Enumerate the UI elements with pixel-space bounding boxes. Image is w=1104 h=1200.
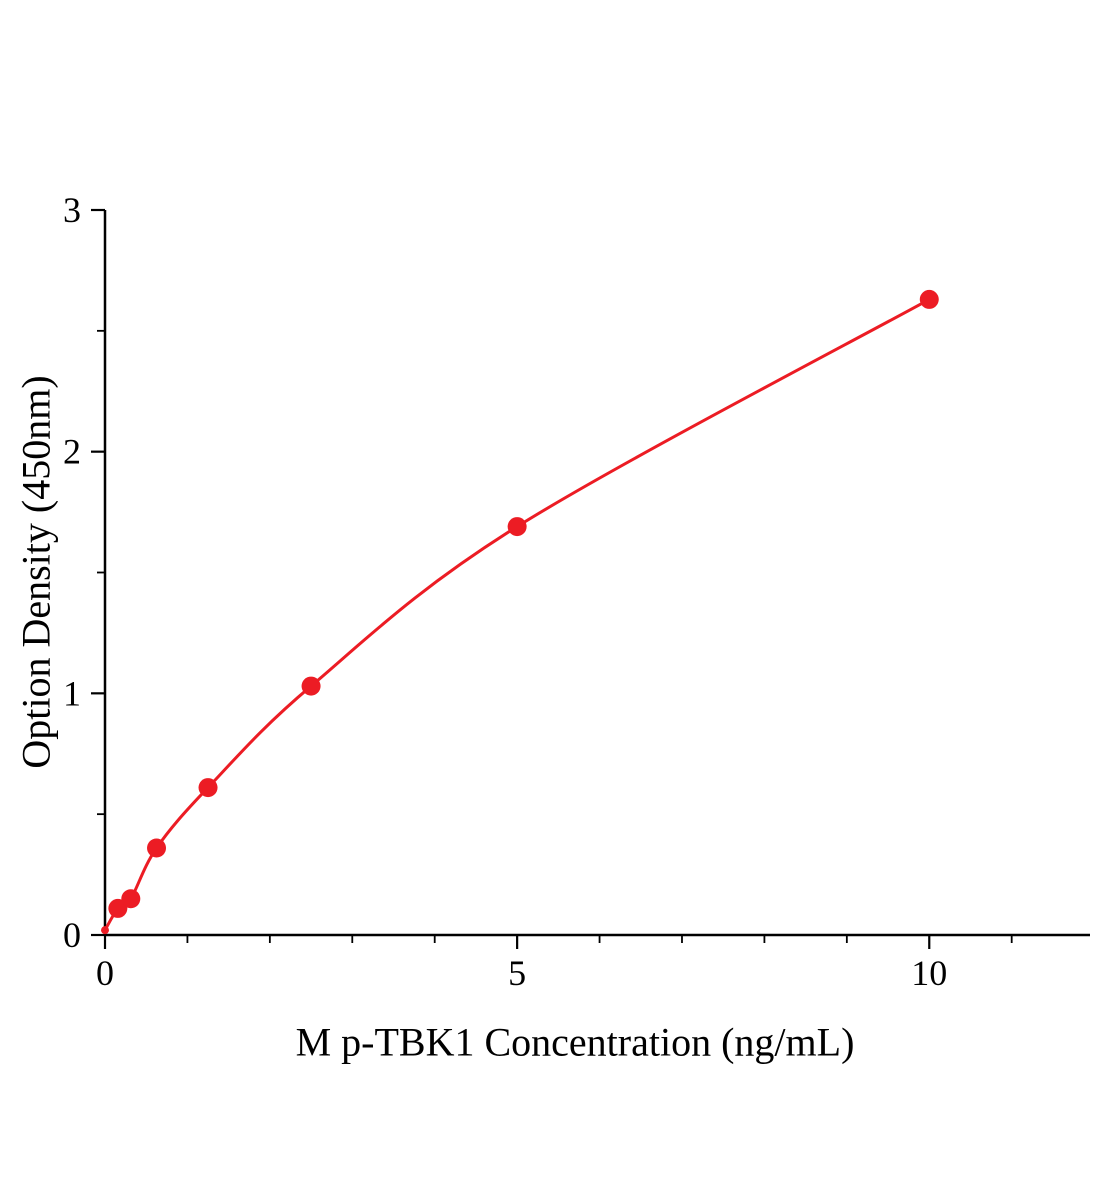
standard-curve-line xyxy=(103,298,930,931)
x-axis-title: M p-TBK1 Concentration (ng/mL) xyxy=(295,1019,855,1065)
y-tick-label: 2 xyxy=(63,432,81,472)
data-point-marker xyxy=(101,926,109,935)
data-point-marker xyxy=(121,889,141,909)
data-point-marker xyxy=(108,898,128,918)
x-tick-label: 10 xyxy=(911,953,947,993)
y-tick-label: 0 xyxy=(63,915,81,955)
data-point-marker xyxy=(919,289,939,309)
y-axis-title: Option Density (450nm) xyxy=(13,375,59,769)
x-tick-label: 0 xyxy=(96,953,114,993)
data-point-marker xyxy=(301,676,321,696)
data-point-marker xyxy=(147,838,167,858)
x-tick-label: 5 xyxy=(508,953,526,993)
data-point-marker xyxy=(198,778,218,798)
y-tick-label: 1 xyxy=(63,673,81,713)
data-point-marker xyxy=(507,517,527,537)
y-tick-label: 3 xyxy=(63,190,81,230)
